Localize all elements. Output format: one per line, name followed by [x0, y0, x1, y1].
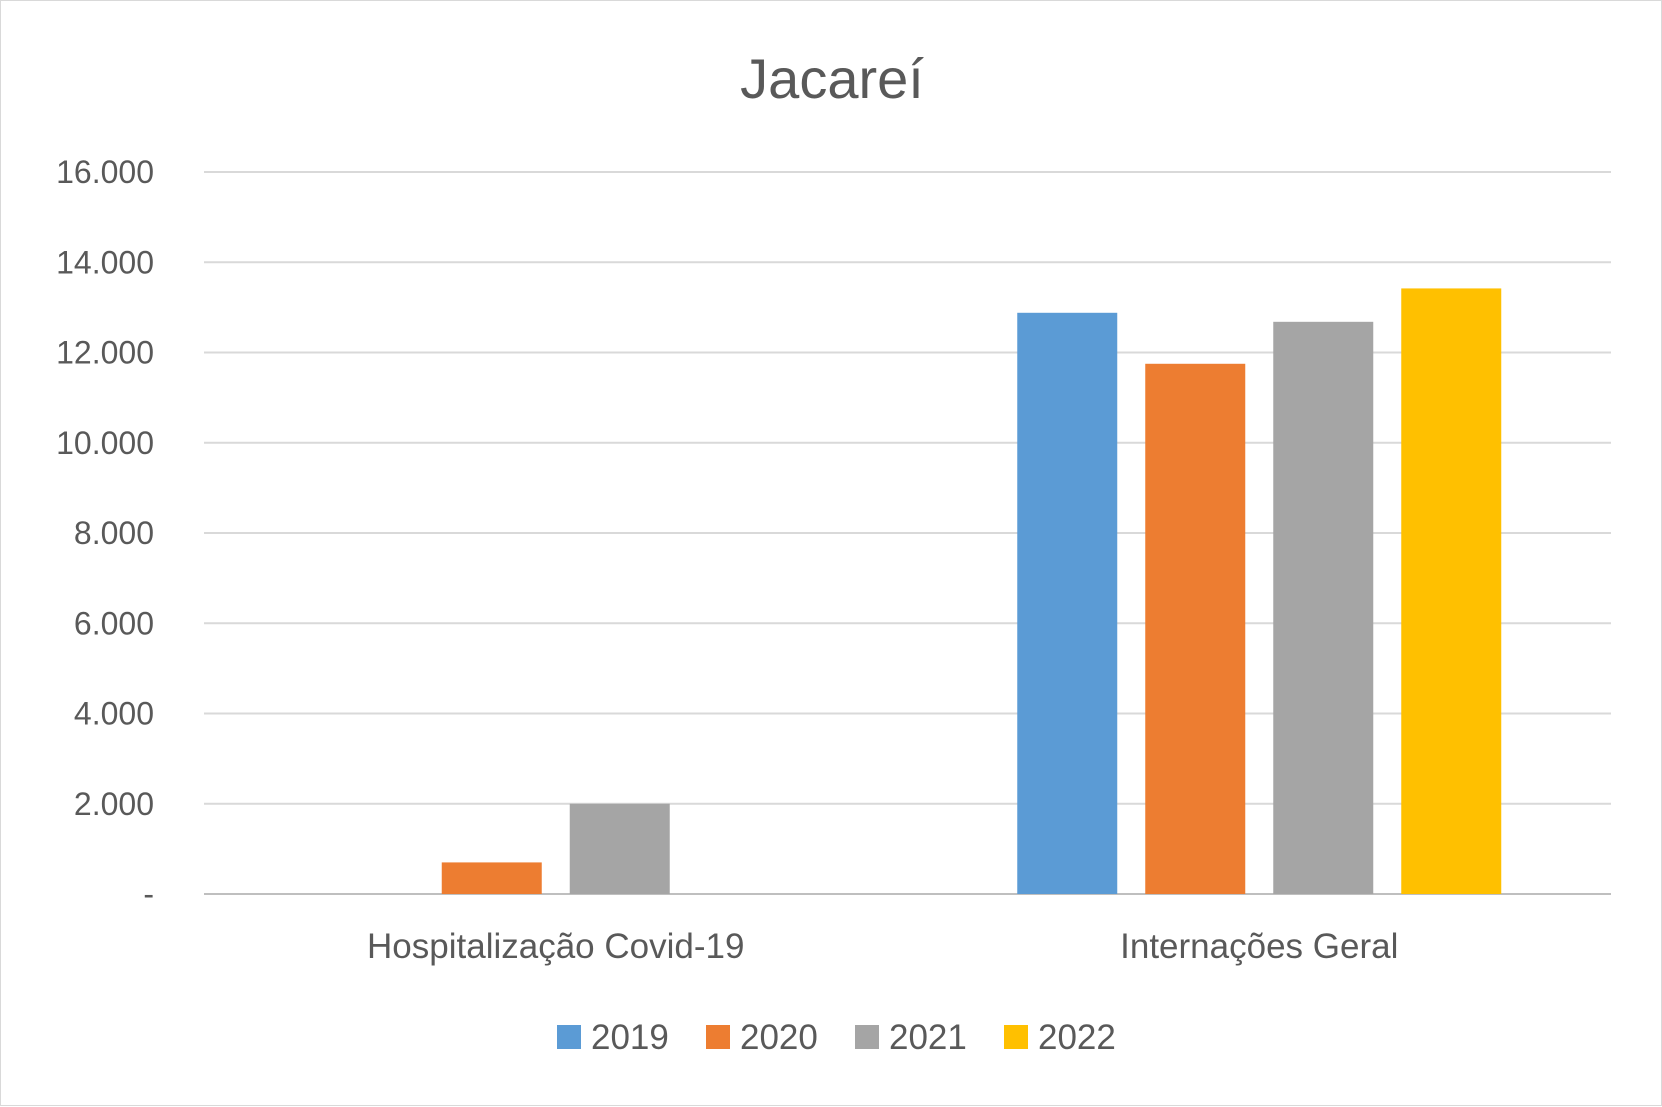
y-tick-label: -	[143, 876, 154, 912]
bar-2022	[1401, 288, 1502, 894]
bars	[441, 288, 1502, 894]
legend-swatch-2022	[1004, 1025, 1028, 1049]
chart-title: Jacareí	[740, 47, 924, 110]
x-category-label: Hospitalização Covid-19	[367, 927, 744, 966]
bar-2020	[1145, 363, 1246, 894]
legend: 2019 2020 2021 2022	[557, 1018, 1116, 1057]
bar-2019	[1017, 312, 1118, 894]
x-category-label: Internações Geral	[1120, 927, 1398, 966]
bar-2021	[569, 803, 670, 894]
legend-swatch-2021	[855, 1025, 879, 1049]
y-tick-label: 12.000	[56, 335, 154, 371]
legend-label-2019: 2019	[591, 1018, 669, 1057]
legend-label-2022: 2022	[1038, 1018, 1116, 1057]
x-axis-category-labels: Hospitalização Covid-19 Internações Geral	[367, 927, 1398, 966]
y-axis-ticks: - 2.000 4.000 6.000 8.000 10.000 12.000 14.000 1…	[56, 154, 154, 912]
legend-swatch-2019	[557, 1025, 581, 1049]
legend-label-2021: 2021	[889, 1018, 967, 1057]
bar-2021	[1273, 321, 1374, 894]
y-tick-label: 6.000	[74, 605, 154, 641]
legend-swatch-2020	[706, 1025, 730, 1049]
gridlines	[204, 171, 1611, 895]
bar-2020	[441, 862, 542, 894]
y-tick-label: 4.000	[74, 696, 154, 732]
y-tick-label: 16.000	[56, 154, 154, 190]
y-tick-label: 8.000	[74, 515, 154, 551]
y-tick-label: 14.000	[56, 244, 154, 280]
y-tick-label: 2.000	[74, 786, 154, 822]
y-tick-label: 10.000	[56, 425, 154, 461]
legend-label-2020: 2020	[740, 1018, 818, 1057]
